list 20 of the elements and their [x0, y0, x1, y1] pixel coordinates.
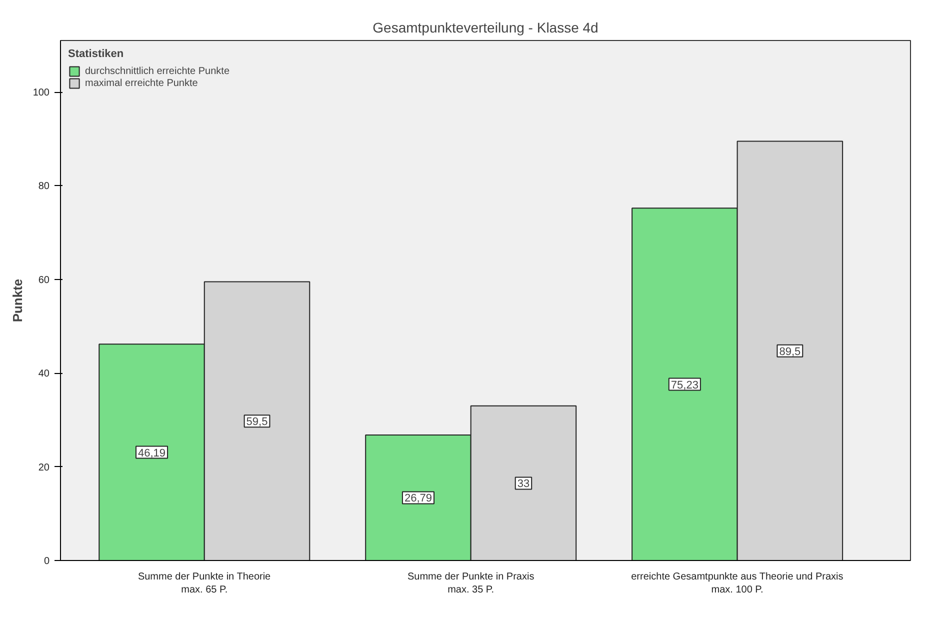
data-label: 89,5 — [779, 346, 801, 358]
x-tick-label: erreichte Gesamtpunkte aus Theorie und Praxis max. 100 P. — [631, 572, 844, 596]
data-label: 46,19 — [138, 447, 166, 460]
legend-title: Statistiken — [68, 48, 125, 60]
y-axis-title: Punkte — [10, 278, 25, 322]
y-tick-label: 60 — [38, 274, 50, 286]
x-tick-label: Summe der Punkte in Theorie max. 65 P. — [138, 572, 272, 596]
legend-label: maximal erreichte Punkte — [85, 77, 198, 89]
data-label: 26,79 — [404, 492, 432, 505]
y-tick-label: 100 — [32, 88, 50, 99]
data-label: 33 — [517, 478, 530, 490]
y-tick-label: 20 — [38, 462, 50, 474]
data-label: 59,5 — [246, 416, 268, 428]
y-tick-label: 0 — [44, 556, 50, 567]
legend-label: durchschnittlich erreichte Punkte — [85, 65, 230, 77]
y-tick-label: 80 — [38, 181, 50, 192]
y-tick-label: 40 — [38, 368, 50, 380]
chart-title: Gesamtpunkteverteilung - Klasse 4d — [372, 20, 598, 36]
x-tick-label: Summe der Punkte in Praxis max. 35 P. — [407, 572, 534, 596]
data-label: 75,23 — [670, 379, 698, 392]
